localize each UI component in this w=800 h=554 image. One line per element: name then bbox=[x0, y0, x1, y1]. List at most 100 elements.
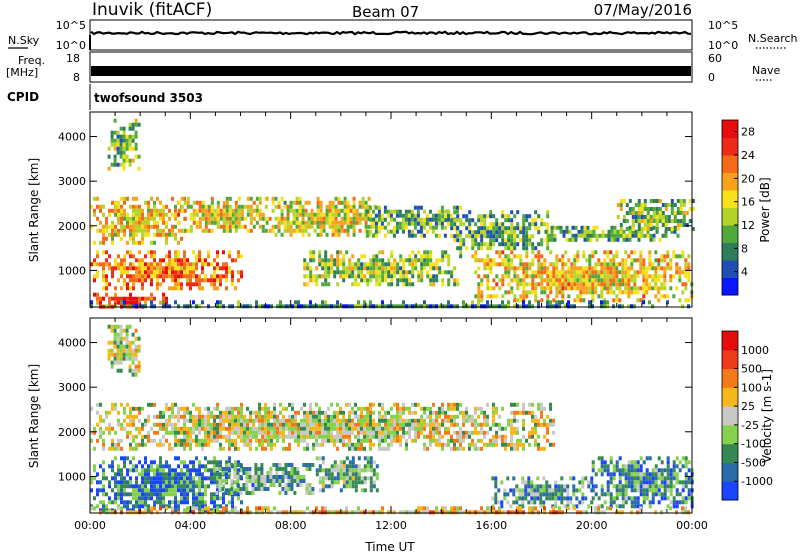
heatmap-cell bbox=[351, 406, 354, 411]
heatmap-cell bbox=[465, 246, 469, 251]
heatmap-cell bbox=[330, 262, 334, 267]
heatmap-cell bbox=[513, 304, 516, 309]
heatmap-cell bbox=[483, 230, 487, 235]
heatmap-cell bbox=[663, 270, 667, 275]
heatmap-cell bbox=[522, 246, 526, 251]
heatmap-cell bbox=[528, 402, 531, 407]
heatmap-cell bbox=[198, 484, 201, 489]
heatmap-cell bbox=[486, 230, 490, 235]
heatmap-cell bbox=[425, 229, 429, 234]
heatmap-cell bbox=[336, 430, 339, 435]
heatmap-cell bbox=[537, 434, 540, 439]
heatmap-cell bbox=[603, 460, 607, 465]
heatmap-cell bbox=[597, 262, 601, 267]
heatmap-cell bbox=[219, 216, 223, 221]
heatmap-cell bbox=[648, 266, 652, 271]
heatmap-cell bbox=[150, 484, 153, 489]
heatmap-cell bbox=[498, 226, 502, 231]
heatmap-cell bbox=[316, 224, 320, 229]
heatmap-cell bbox=[210, 480, 213, 485]
heatmap-cell bbox=[669, 258, 673, 263]
heatmap-cell bbox=[280, 208, 284, 213]
heatmap-cell bbox=[542, 500, 546, 505]
heatmap-cell bbox=[612, 262, 616, 267]
heatmap-cell bbox=[450, 402, 453, 407]
heatmap-cell bbox=[390, 270, 394, 275]
heatmap-cell bbox=[93, 274, 96, 279]
heatmap-cell bbox=[547, 233, 551, 238]
heatmap-cell bbox=[684, 270, 688, 275]
heatmap-cell bbox=[126, 472, 129, 477]
heatmap-cell bbox=[307, 200, 311, 205]
heatmap-cell bbox=[147, 224, 150, 229]
heatmap-cell bbox=[123, 228, 126, 233]
heatmap-cell bbox=[582, 282, 586, 287]
heatmap-cell bbox=[480, 294, 484, 299]
heatmap-cell bbox=[603, 262, 607, 267]
heatmap-cell bbox=[432, 278, 436, 283]
heatmap-cell bbox=[162, 468, 165, 473]
heatmap-cell bbox=[434, 213, 438, 218]
heatmap-cell bbox=[432, 282, 436, 287]
heatmap-cell bbox=[195, 414, 198, 419]
heatmap-cell bbox=[468, 304, 471, 309]
heatmap-cell bbox=[545, 496, 549, 501]
heatmap-cell bbox=[168, 442, 171, 447]
heatmap-cell bbox=[346, 212, 350, 217]
heatmap-cell bbox=[186, 410, 189, 415]
heatmap-cell bbox=[396, 262, 400, 267]
heatmap-cell bbox=[384, 430, 387, 435]
heatmap-cell bbox=[606, 464, 610, 469]
heatmap-cell bbox=[389, 217, 393, 222]
heatmap-cell bbox=[687, 266, 691, 271]
heatmap-cell bbox=[147, 262, 150, 267]
heatmap-cell bbox=[135, 266, 138, 271]
heatmap-cell bbox=[192, 266, 195, 271]
heatmap-cell bbox=[107, 356, 111, 361]
heatmap-cell bbox=[171, 480, 174, 485]
heatmap-cell bbox=[675, 286, 679, 291]
heatmap-cell bbox=[111, 200, 114, 205]
heatmap-cell bbox=[141, 484, 144, 489]
heatmap-cell bbox=[663, 282, 667, 287]
heatmap-cell bbox=[366, 476, 370, 481]
heatmap-cell bbox=[168, 208, 171, 213]
heatmap-cell bbox=[407, 209, 411, 214]
heatmap-cell bbox=[609, 274, 613, 279]
heatmap-cell bbox=[579, 298, 583, 303]
heatmap-cell bbox=[342, 460, 346, 465]
heatmap-cell bbox=[219, 282, 222, 287]
heatmap-cell bbox=[525, 290, 529, 295]
heatmap-cell bbox=[313, 220, 317, 225]
heatmap-cell bbox=[301, 204, 305, 209]
heatmap-cell bbox=[252, 208, 256, 213]
heatmap-cell bbox=[543, 434, 546, 439]
heatmap-cell bbox=[153, 216, 156, 221]
heatmap-cell bbox=[284, 467, 288, 471]
heatmap-cell bbox=[345, 430, 348, 435]
heatmap-cell bbox=[177, 200, 181, 205]
heatmap-cell bbox=[453, 210, 457, 215]
heatmap-cell bbox=[126, 422, 129, 427]
heatmap-cell bbox=[498, 242, 502, 247]
heatmap-cell bbox=[381, 402, 384, 407]
heatmap-cell bbox=[627, 304, 630, 309]
heatmap-cell bbox=[123, 300, 126, 305]
heatmap-cell bbox=[453, 430, 456, 435]
heatmap-cell bbox=[273, 418, 276, 423]
heatmap-cell bbox=[582, 298, 586, 303]
heatmap-cell bbox=[96, 270, 99, 275]
heatmap-cell bbox=[557, 488, 561, 493]
heatmap-cell bbox=[408, 282, 412, 287]
heatmap-cell bbox=[378, 262, 382, 267]
heatmap-cell bbox=[150, 496, 153, 501]
heatmap-cell bbox=[318, 422, 321, 427]
heatmap-cell bbox=[189, 212, 193, 217]
heatmap-cell bbox=[639, 266, 643, 271]
heatmap-cell bbox=[264, 228, 268, 233]
heatmap-cell bbox=[114, 492, 117, 497]
heatmap-cell bbox=[180, 430, 183, 435]
heatmap-cell bbox=[540, 414, 543, 419]
heatmap-cell bbox=[366, 406, 369, 411]
heatmap-cell bbox=[554, 484, 558, 489]
